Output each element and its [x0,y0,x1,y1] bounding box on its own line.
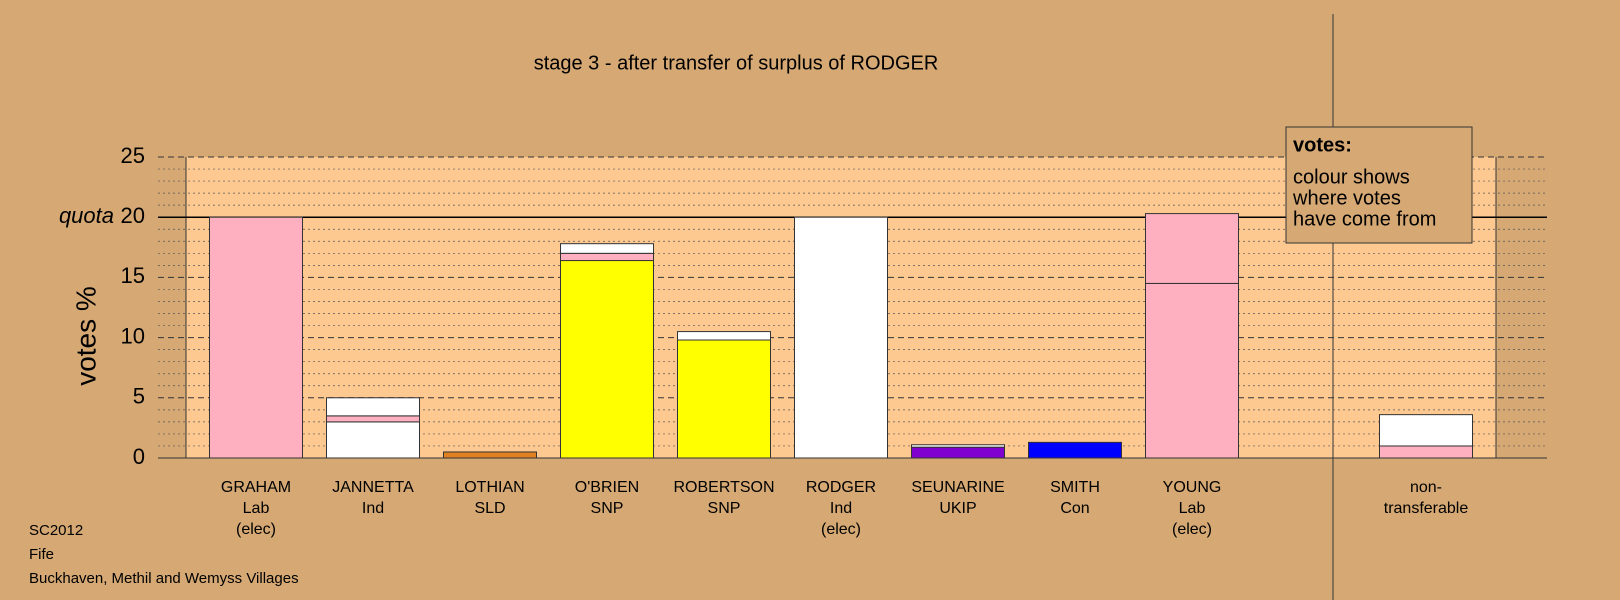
x-tick-label: JANNETTA [332,479,414,496]
x-tick-label: YOUNG [1163,479,1222,496]
bar-segment [560,243,654,254]
y-tick-label: 25 [121,143,145,168]
bar-segment [560,252,654,262]
legend-text: colour shows [1293,166,1410,188]
x-tick-label: (elec) [821,521,861,538]
x-tick-label: transferable [1384,500,1469,517]
x-tick-label: RODGER [806,479,876,496]
x-tick-label: (elec) [1172,521,1212,538]
x-tick-label: O'BRIEN [575,479,639,496]
footer-text: Buckhaven, Methil and Wemyss Villages [29,570,299,587]
x-tick-label: Ind [362,500,384,517]
bar-segment [326,421,420,459]
x-tick-label: Lab [243,500,270,517]
bar-segment [1145,282,1239,459]
y-tick-label: 0 [133,444,145,469]
bar-segment [1145,213,1239,284]
x-tick-label: Con [1060,500,1089,517]
chart-title: stage 3 - after transfer of surplus of R… [534,52,939,74]
bar-segment [677,331,771,341]
footer-text: Fife [29,546,54,563]
y-tick-label: 15 [121,263,145,288]
x-tick-label: GRAHAM [221,479,291,496]
legend-text: where votes [1292,187,1401,209]
x-tick-label: SLD [474,500,505,517]
x-tick-label: UKIP [939,500,976,517]
x-tick-label: LOTHIAN [455,479,524,496]
bar-segment [326,397,420,417]
x-tick-label: Lab [1179,500,1206,517]
quota-label: quota [59,203,114,228]
y-tick-label: 10 [121,323,145,348]
bar-segment [209,216,303,459]
legend-text: have come from [1293,208,1436,230]
footer-text: SC2012 [29,522,83,539]
y-tick-label: 20 [121,203,145,228]
y-tick-label: 5 [133,384,145,409]
x-tick-label: SEUNARINE [911,479,1004,496]
bar-segment [326,415,420,423]
bar-segment [911,446,1005,459]
legend-box [1285,126,1473,244]
bar-segment [1379,414,1473,447]
bar-segment [1028,441,1122,459]
y-axis-label: votes % [70,286,101,386]
x-tick-label: (elec) [236,521,276,538]
bar-segment [1379,445,1473,459]
x-tick-label: Ind [830,500,852,517]
bar-segment [560,260,654,459]
bar-segment [794,216,888,459]
x-tick-label: SNP [708,500,741,517]
bar-segment [911,444,1005,448]
legend-title: votes: [1293,134,1352,156]
x-tick-label: SNP [591,500,624,517]
x-tick-label: SMITH [1050,479,1100,496]
x-tick-label: non- [1410,479,1442,496]
bar-segment [677,339,771,459]
bar-segment [443,451,537,459]
x-tick-label: ROBERTSON [673,479,774,496]
